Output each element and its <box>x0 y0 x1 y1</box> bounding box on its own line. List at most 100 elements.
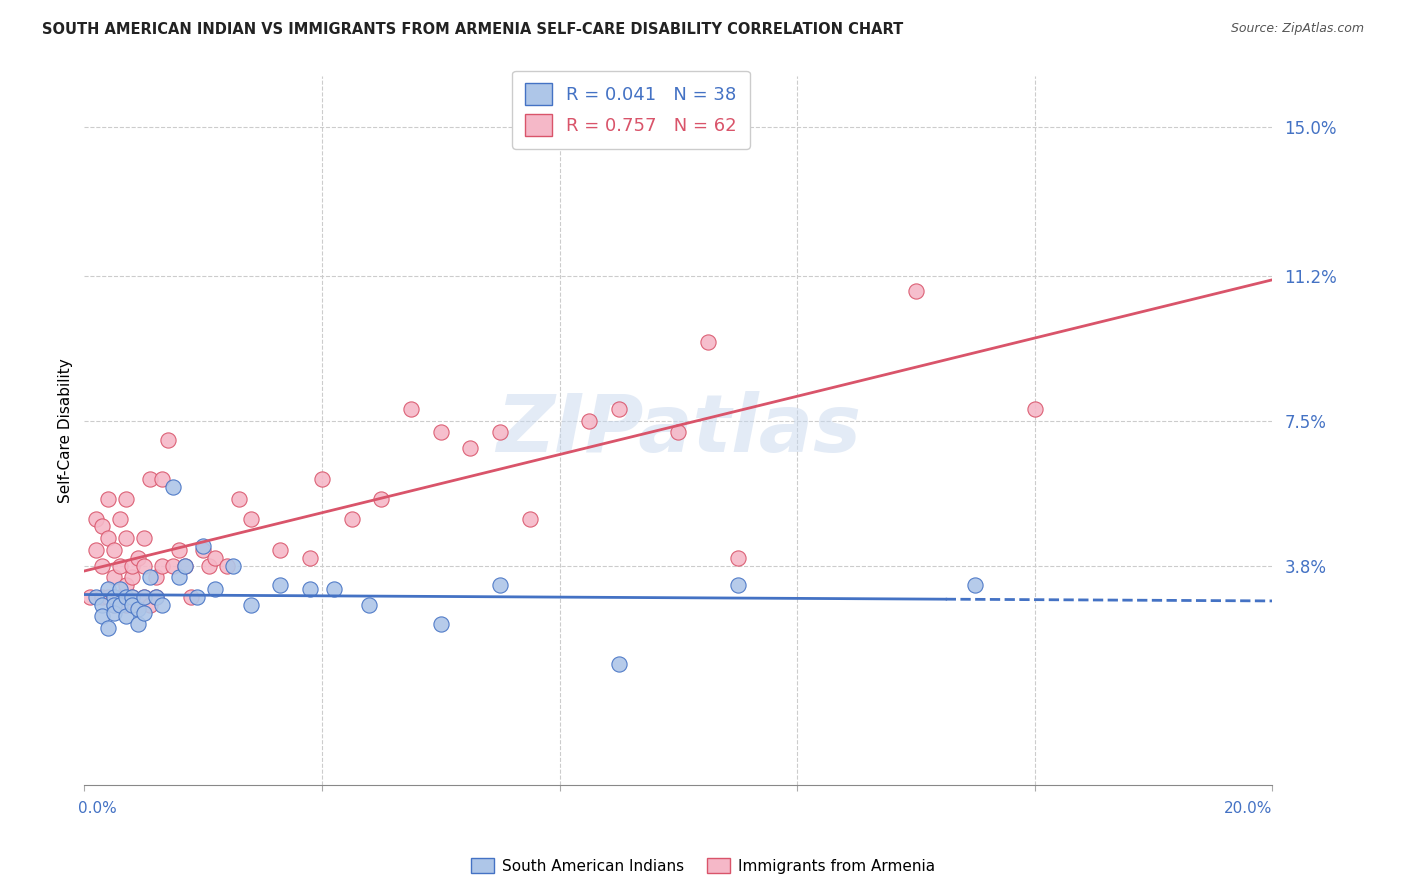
Point <box>460 441 482 455</box>
Point <box>103 590 125 604</box>
Point <box>103 542 125 557</box>
Point <box>115 590 138 604</box>
Point <box>215 558 238 573</box>
Point <box>115 598 138 612</box>
Point <box>91 598 114 612</box>
Point <box>91 519 114 533</box>
Point <box>519 511 541 525</box>
Text: Source: ZipAtlas.com: Source: ZipAtlas.com <box>1230 22 1364 36</box>
Point <box>108 511 131 525</box>
Point <box>132 590 155 604</box>
Point <box>91 590 114 604</box>
Point <box>169 542 191 557</box>
Legend: R = 0.041   N = 38, R = 0.757   N = 62: R = 0.041 N = 38, R = 0.757 N = 62 <box>512 70 749 149</box>
Point <box>145 590 167 604</box>
Text: 20.0%: 20.0% <box>1225 801 1272 815</box>
Point <box>97 582 120 596</box>
Y-axis label: Self-Care Disability: Self-Care Disability <box>58 358 73 503</box>
Point <box>191 539 215 553</box>
Point <box>359 598 381 612</box>
Point <box>132 531 155 545</box>
Point <box>121 590 143 604</box>
Point <box>79 590 101 604</box>
Point <box>169 570 191 584</box>
Point <box>198 558 221 573</box>
Point <box>370 491 392 506</box>
Point <box>489 578 512 592</box>
Point <box>430 617 453 632</box>
Point <box>103 606 125 620</box>
Point <box>103 590 125 604</box>
Point <box>103 570 125 584</box>
Point <box>108 582 131 596</box>
Point <box>150 598 173 612</box>
Point <box>115 491 138 506</box>
Point <box>340 511 363 525</box>
Text: 0.0%: 0.0% <box>79 801 117 815</box>
Point <box>299 582 322 596</box>
Point <box>127 598 149 612</box>
Point <box>103 598 125 612</box>
Point <box>138 472 160 486</box>
Point <box>222 558 245 573</box>
Point <box>132 590 155 604</box>
Point <box>430 425 453 440</box>
Point <box>204 582 226 596</box>
Point <box>607 657 630 671</box>
Point <box>607 401 630 416</box>
Point <box>204 550 226 565</box>
Point <box>239 598 262 612</box>
Point <box>138 598 160 612</box>
Point <box>145 570 167 584</box>
Point <box>127 550 149 565</box>
Point <box>132 558 155 573</box>
Point <box>91 609 114 624</box>
Point <box>127 601 149 615</box>
Point <box>108 590 131 604</box>
Point <box>1024 401 1046 416</box>
Point <box>127 617 149 632</box>
Point <box>108 598 131 612</box>
Point <box>84 542 107 557</box>
Point <box>108 558 131 573</box>
Point <box>138 570 160 584</box>
Point <box>150 472 173 486</box>
Point <box>239 511 262 525</box>
Point <box>97 621 120 635</box>
Point <box>269 542 291 557</box>
Point <box>115 609 138 624</box>
Point <box>727 550 749 565</box>
Text: ZIPatlas: ZIPatlas <box>496 392 860 469</box>
Point <box>174 558 197 573</box>
Point <box>91 558 114 573</box>
Point <box>399 401 422 416</box>
Point <box>115 531 138 545</box>
Point <box>191 542 215 557</box>
Point <box>269 578 291 592</box>
Point <box>97 531 120 545</box>
Point <box>97 590 120 604</box>
Point <box>150 558 173 573</box>
Text: SOUTH AMERICAN INDIAN VS IMMIGRANTS FROM ARMENIA SELF-CARE DISABILITY CORRELATIO: SOUTH AMERICAN INDIAN VS IMMIGRANTS FROM… <box>42 22 904 37</box>
Point <box>311 472 333 486</box>
Point <box>322 582 344 596</box>
Point <box>668 425 690 440</box>
Point <box>180 590 202 604</box>
Point <box>489 425 512 440</box>
Point <box>121 590 143 604</box>
Point <box>174 558 197 573</box>
Point <box>121 570 143 584</box>
Point <box>121 598 143 612</box>
Point <box>905 285 928 299</box>
Point <box>162 480 184 494</box>
Point <box>156 433 179 447</box>
Point <box>97 491 120 506</box>
Point <box>84 511 107 525</box>
Legend: South American Indians, Immigrants from Armenia: South American Indians, Immigrants from … <box>465 852 941 880</box>
Point <box>132 606 155 620</box>
Point <box>84 590 107 604</box>
Point <box>162 558 184 573</box>
Point <box>727 578 749 592</box>
Point <box>299 550 322 565</box>
Point <box>186 590 208 604</box>
